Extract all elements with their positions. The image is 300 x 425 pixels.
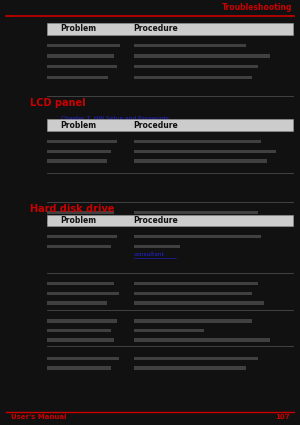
Bar bbox=[134, 338, 270, 342]
Bar bbox=[134, 65, 258, 68]
Bar bbox=[134, 292, 252, 295]
Bar bbox=[134, 54, 270, 58]
Text: Problem: Problem bbox=[60, 121, 96, 130]
Bar bbox=[46, 366, 111, 370]
Bar bbox=[134, 221, 252, 224]
Bar bbox=[134, 140, 261, 143]
Bar bbox=[134, 357, 258, 360]
Bar bbox=[46, 23, 292, 35]
Text: 107: 107 bbox=[275, 414, 290, 420]
Text: Problem: Problem bbox=[60, 216, 96, 225]
Bar bbox=[46, 159, 106, 163]
Bar bbox=[46, 65, 117, 68]
Bar bbox=[46, 319, 117, 323]
Bar bbox=[46, 221, 118, 224]
Bar bbox=[46, 282, 114, 285]
Bar bbox=[134, 76, 252, 79]
Bar bbox=[46, 292, 118, 295]
Bar bbox=[46, 301, 106, 305]
Text: Procedure: Procedure bbox=[134, 24, 178, 34]
Bar bbox=[46, 357, 118, 360]
Bar bbox=[46, 150, 111, 153]
Bar bbox=[134, 159, 267, 163]
Text: Chapter 7, HW Setup and Passwords,: Chapter 7, HW Setup and Passwords, bbox=[61, 116, 171, 121]
Bar bbox=[46, 235, 117, 238]
Text: Hard disk drive: Hard disk drive bbox=[30, 204, 115, 214]
Bar bbox=[46, 338, 114, 342]
Bar bbox=[134, 235, 261, 238]
Text: Troubleshooting: Troubleshooting bbox=[222, 3, 292, 12]
Bar bbox=[46, 329, 111, 332]
Bar bbox=[134, 282, 258, 285]
Bar bbox=[46, 54, 114, 58]
Bar bbox=[134, 211, 258, 214]
Bar bbox=[46, 215, 292, 226]
Bar bbox=[46, 76, 108, 79]
Bar bbox=[46, 245, 111, 248]
Bar bbox=[134, 366, 246, 370]
Text: User's Manual: User's Manual bbox=[11, 414, 66, 420]
Bar bbox=[134, 319, 252, 323]
Bar bbox=[46, 140, 117, 143]
Text: Procedure: Procedure bbox=[134, 121, 178, 130]
Bar bbox=[134, 150, 276, 153]
Bar bbox=[134, 245, 180, 248]
Bar bbox=[46, 44, 120, 47]
Bar bbox=[46, 119, 292, 131]
Text: Procedure: Procedure bbox=[134, 216, 178, 225]
Text: Problem: Problem bbox=[60, 24, 96, 34]
Bar bbox=[134, 44, 246, 47]
Bar bbox=[46, 211, 114, 214]
Text: LCD panel: LCD panel bbox=[30, 98, 86, 108]
Bar bbox=[134, 329, 204, 332]
Bar bbox=[134, 301, 264, 305]
Text: consultant: consultant bbox=[134, 252, 164, 257]
